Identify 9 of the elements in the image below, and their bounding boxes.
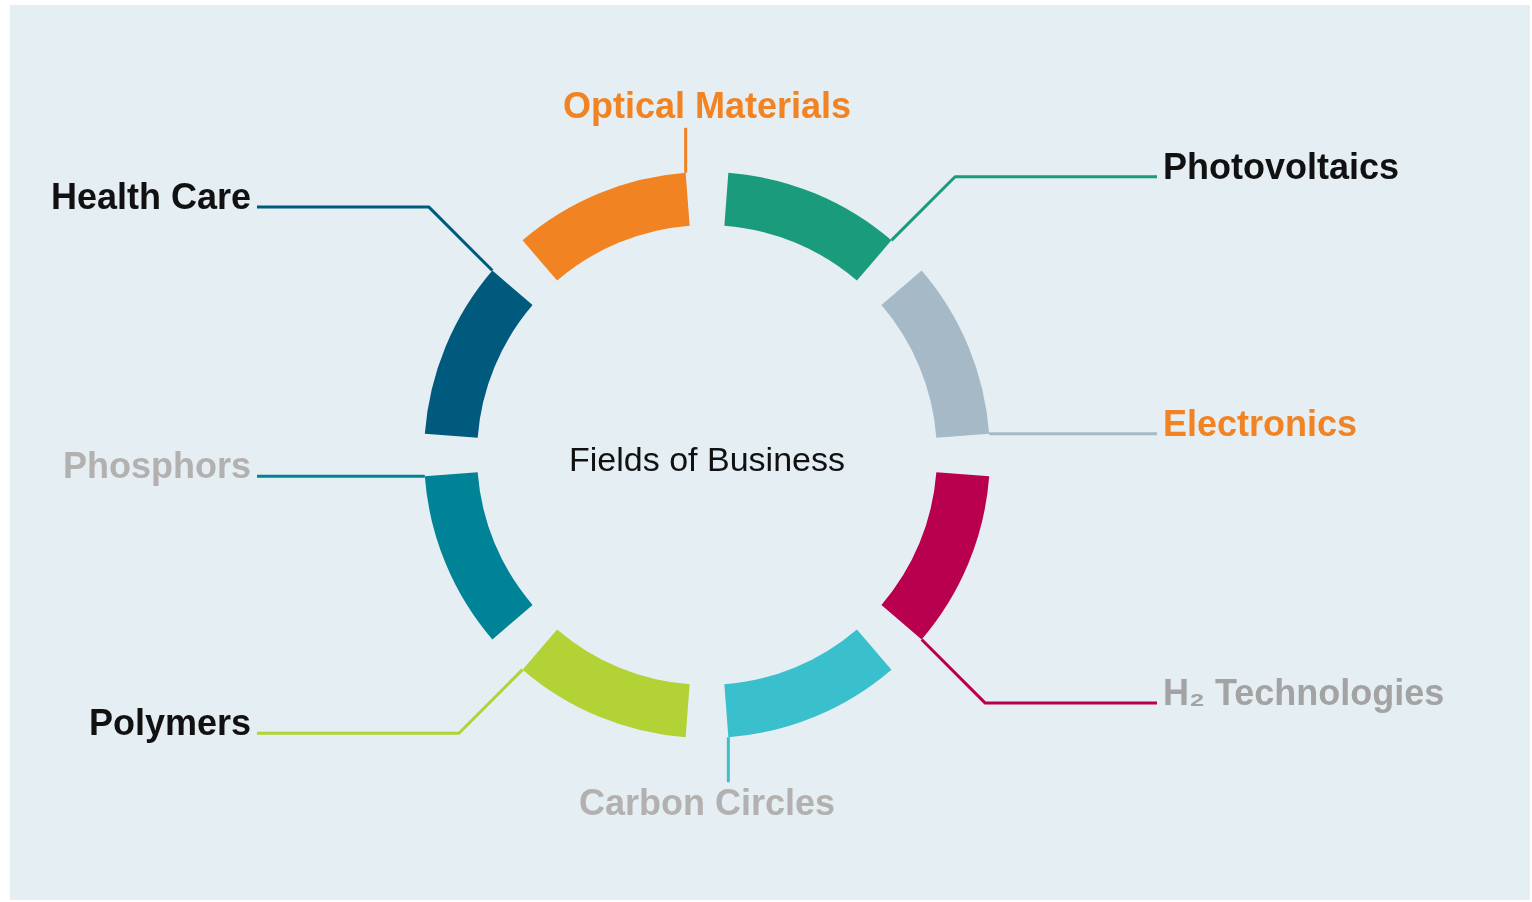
slice-label: Photovoltaics xyxy=(1163,145,1400,187)
slice-label: Polymers xyxy=(88,702,251,744)
slice-label: Optical Materials xyxy=(562,84,852,126)
slice-label: Carbon Circles xyxy=(578,782,836,824)
text: Fields of Business xyxy=(569,440,845,478)
slice-label: Phosphors xyxy=(62,445,251,487)
slice-label: Health Care xyxy=(50,175,251,217)
slice-label: H₂ Technologies xyxy=(1163,672,1445,714)
slice-label: Electronics xyxy=(1163,402,1358,444)
